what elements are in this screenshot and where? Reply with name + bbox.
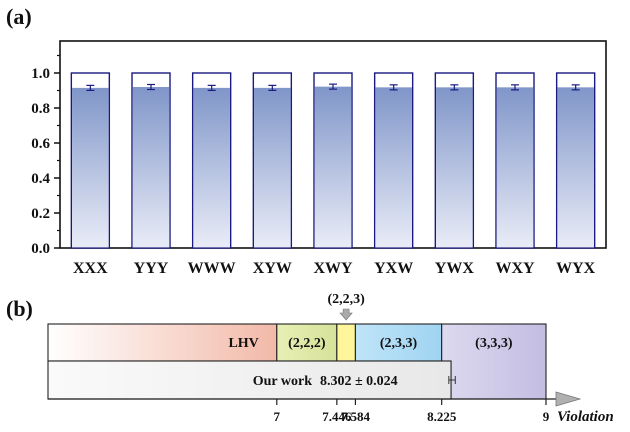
segment-333 — [441, 323, 547, 400]
y-tick-label: 0.2 — [31, 206, 50, 222]
segment-label: (2,3,3) — [380, 336, 418, 351]
x-tick-label: WXY — [495, 260, 535, 277]
segment-223 — [336, 323, 356, 362]
x-tick-label: YWX — [435, 260, 475, 277]
our-work-value: 8.302 ± 0.024 — [320, 374, 398, 389]
segment-label: (2,2,3) — [327, 292, 365, 307]
violation-tick-label: 9 — [543, 409, 550, 424]
y-tick-label: 0.6 — [31, 136, 50, 152]
bar-value — [436, 87, 473, 248]
bar-value — [254, 87, 291, 248]
y-tick-label: 0.8 — [31, 101, 50, 117]
panel-a-y-axis: 0.0 0.2 0.4 0.6 0.8 1.0 — [31, 54, 60, 257]
x-tick-label: YXW — [374, 260, 413, 277]
violation-tick-label: 7 — [274, 409, 281, 424]
violation-tick-label: 8.225 — [427, 409, 457, 424]
bar-value — [557, 87, 594, 248]
bar-value — [72, 87, 109, 248]
violation-axis-label: Violation — [557, 409, 614, 425]
y-tick-label: 0.0 — [31, 241, 50, 257]
bar-value — [132, 87, 170, 248]
panel-a-label: (a) — [6, 4, 32, 29]
y-tick-label: 0.4 — [31, 171, 50, 187]
segment-label: (3,3,3) — [475, 336, 513, 351]
x-tick-label: WYX — [556, 260, 596, 277]
bar-value — [314, 86, 352, 248]
violation-tick-label: 7.446 — [322, 409, 352, 424]
x-tick-label: XWY — [313, 260, 353, 277]
panel-b-our-work: Our work 8.302 ± 0.024 — [47, 360, 456, 400]
segment-label: LHV — [228, 336, 258, 351]
panel-a-x-axis: XXX YYY WWW XYW XWY YXW YWX WXY WYX — [73, 260, 596, 277]
x-tick-label: WWW — [188, 260, 236, 277]
violation-tick-label: 7.584 — [341, 409, 371, 424]
panel-a-bars — [70, 72, 596, 249]
panel-b-label: (b) — [6, 296, 33, 321]
x-tick-label: XXX — [73, 260, 108, 277]
bar-value — [193, 87, 230, 248]
bar-value — [375, 87, 412, 248]
segment-label: (2,2,2) — [288, 336, 326, 351]
axis-arrow-icon — [555, 391, 582, 407]
bar-value — [496, 87, 534, 248]
y-tick-label: 1.0 — [31, 66, 50, 82]
x-tick-label: XYW — [253, 260, 292, 277]
x-tick-label: YYY — [134, 260, 169, 277]
pointer-arrow-icon — [339, 308, 353, 321]
our-work-label: Our work — [253, 374, 312, 389]
